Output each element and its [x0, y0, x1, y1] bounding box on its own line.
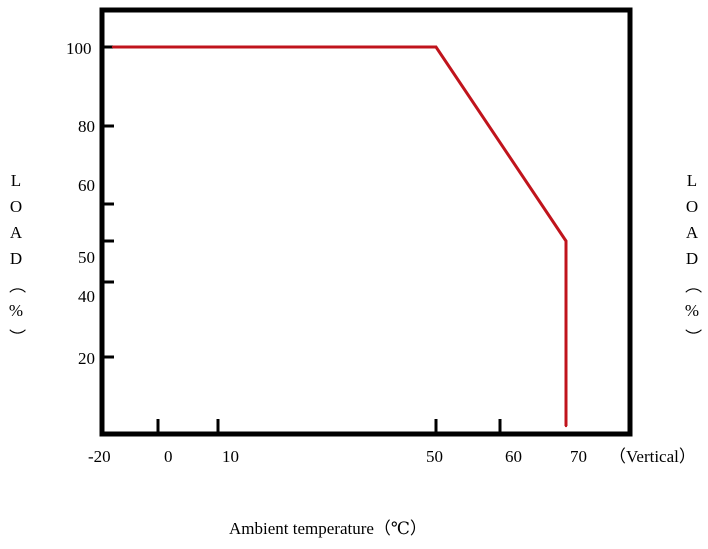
x-tick-label-0: 0 [164, 447, 173, 466]
left-label-char-1: O [10, 197, 22, 216]
x-axis-title: Ambient temperature（℃） [229, 519, 427, 538]
y-tick-label-50: 50 [78, 248, 95, 267]
series-points [111, 45, 568, 428]
series-point-3 [564, 424, 568, 428]
x-tick-label-10: 10 [222, 447, 239, 466]
left-label-char-3: D [10, 249, 22, 268]
plot-frame [99, 7, 633, 437]
y-tick-label-40: 40 [78, 287, 95, 306]
series-point-0 [111, 45, 115, 49]
left-label-char-4: （ [7, 277, 26, 294]
y-tick-label-60: 60 [78, 176, 95, 195]
right-label-char-2: A [686, 223, 699, 242]
right-label-char-6: ） [683, 329, 702, 346]
x-tick-label-70: 70 [570, 447, 587, 466]
left-label-char-2: A [10, 223, 23, 242]
right-label-char-4: （ [683, 277, 702, 294]
series-point-2 [564, 239, 568, 243]
x-tick-labels: -20 0 10 50 60 70 [88, 447, 587, 466]
series-point-1 [434, 45, 438, 49]
y-tick-label-80: 80 [78, 117, 95, 136]
left-label-char-0: L [11, 171, 21, 190]
series-line [113, 45, 568, 426]
right-label-char-3: D [686, 249, 698, 268]
x-orientation-label: （Vertical） [609, 447, 696, 466]
right-label-char-0: L [687, 171, 697, 190]
x-tick-label-50: 50 [426, 447, 443, 466]
left-label-char-6: ） [7, 329, 26, 346]
right-label-char-1: O [686, 197, 698, 216]
x-tick-label-60: 60 [505, 447, 522, 466]
y-tick-labels: 100 80 60 50 40 20 [66, 39, 95, 368]
y-tick-label-100: 100 [66, 39, 92, 58]
left-label-char-5: % [9, 301, 23, 320]
x-axis-ticks [156, 419, 502, 434]
x-tick-label-neg20: -20 [88, 447, 111, 466]
y-tick-label-20: 20 [78, 349, 95, 368]
right-label-char-5: % [685, 301, 699, 320]
